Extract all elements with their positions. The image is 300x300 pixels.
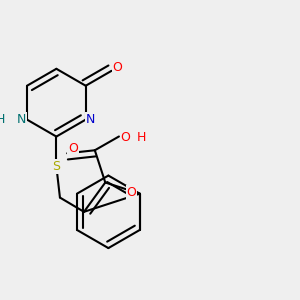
Text: H: H [136,131,146,144]
Text: N: N [16,113,26,126]
Text: S: S [52,160,60,173]
Text: O: O [127,186,136,199]
Text: N: N [86,113,95,126]
Text: O: O [112,61,122,74]
Text: O: O [68,142,78,155]
Text: O: O [121,131,130,144]
Text: H: H [0,113,6,126]
